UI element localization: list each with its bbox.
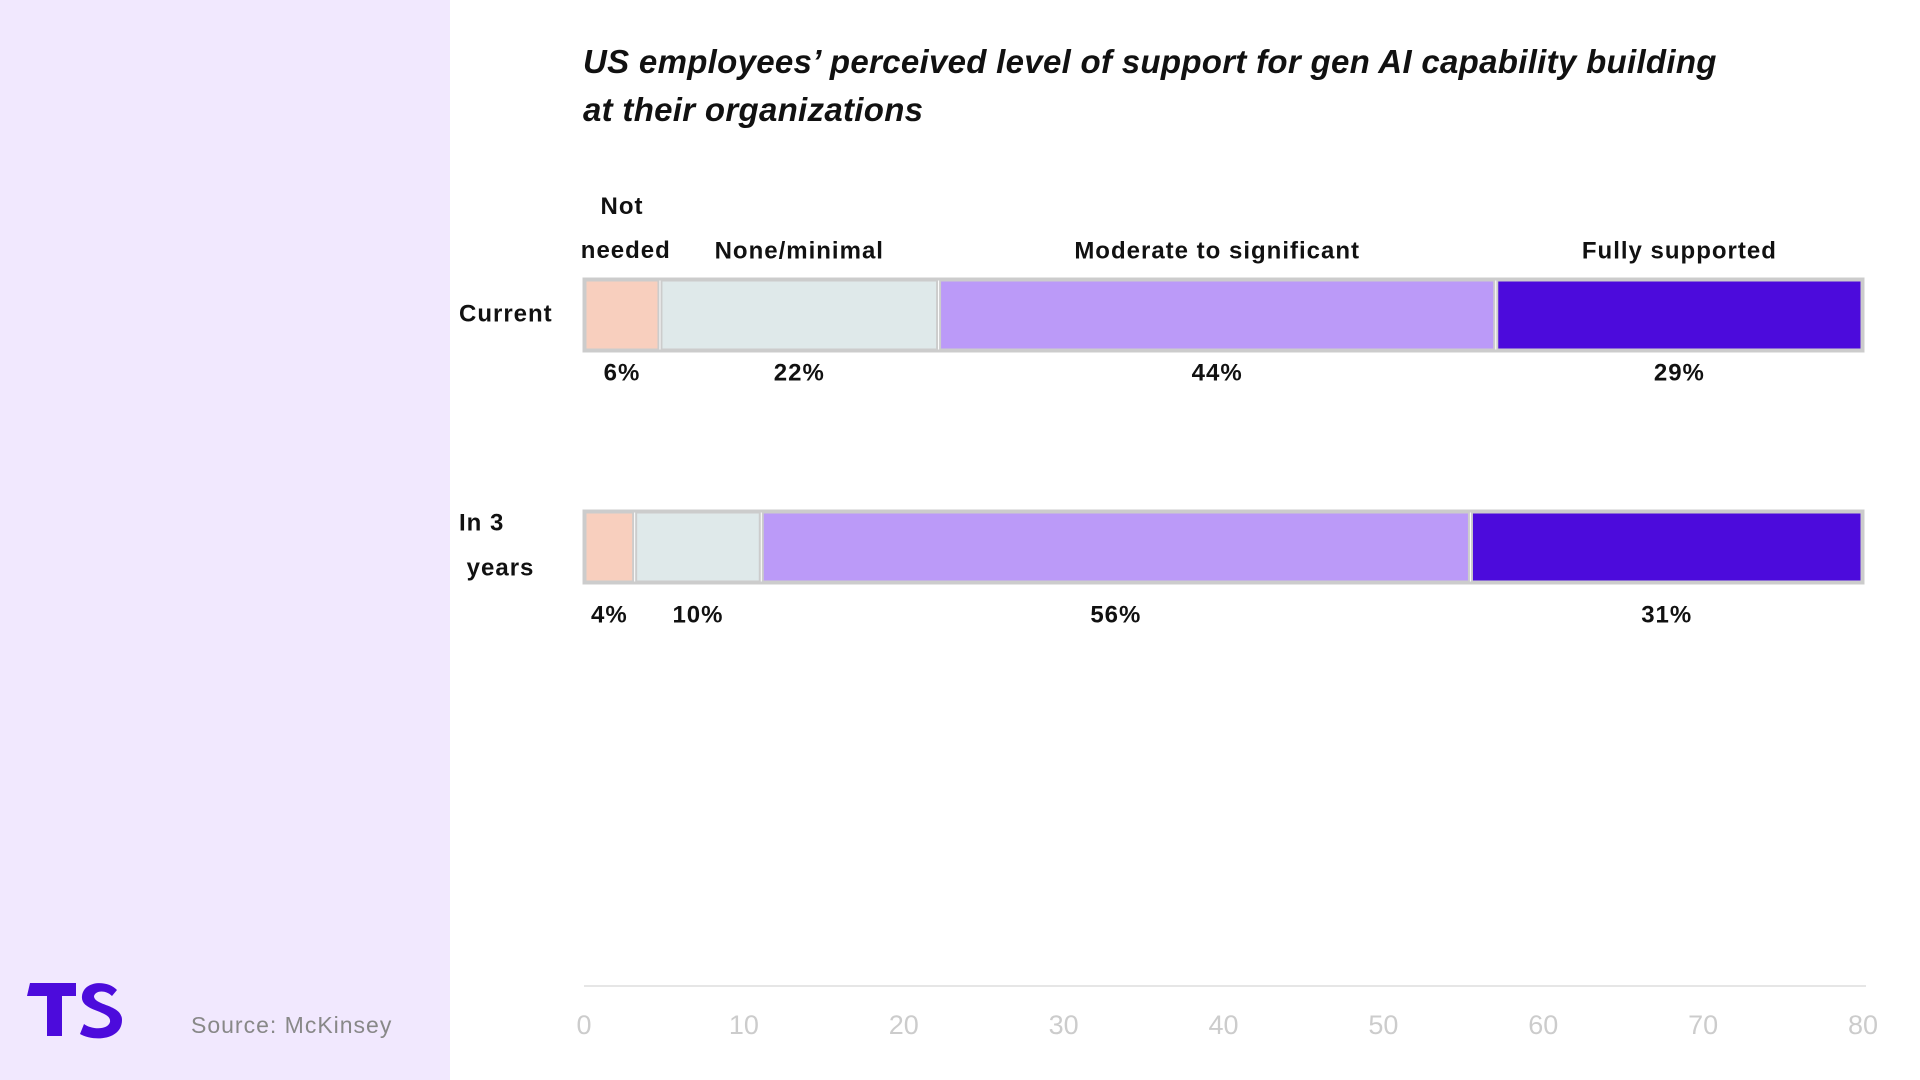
side-panel [0, 0, 450, 1080]
value-label: 4% [591, 601, 628, 628]
x-tick-label: 0 [576, 1010, 591, 1040]
bar-segment [635, 511, 761, 583]
bar-frame [582, 277, 1865, 353]
value-label: 56% [1090, 601, 1141, 628]
x-tick-label: 70 [1688, 1010, 1718, 1040]
value-label: 44% [1192, 359, 1243, 386]
logo [27, 983, 122, 1039]
value-label: 31% [1641, 601, 1692, 628]
bar-segment [1470, 511, 1863, 583]
x-tick-label: 40 [1208, 1010, 1238, 1040]
legend-label: Not needed [573, 193, 671, 264]
row-label: Current [459, 300, 553, 327]
bar-segment [939, 279, 1496, 351]
logo-s [80, 983, 122, 1039]
legend-label: Fully supported [1582, 237, 1777, 264]
logo-t [27, 983, 76, 1036]
bar-segment [584, 511, 635, 583]
bar-segment [584, 279, 660, 351]
source: Source: McKinsey [191, 1012, 392, 1038]
x-tick-label: 10 [729, 1010, 759, 1040]
value-label: 22% [774, 359, 825, 386]
x-tick-label: 20 [889, 1010, 919, 1040]
bar-frame [582, 509, 1865, 585]
bar-segment [761, 511, 1470, 583]
bar-segment [660, 279, 939, 351]
legend-label: Moderate to significant [1074, 237, 1360, 264]
x-tick-label: 80 [1848, 1010, 1878, 1040]
value-label: 29% [1654, 359, 1705, 386]
bar-segment [1496, 279, 1863, 351]
x-tick-label: 50 [1368, 1010, 1398, 1040]
x-tick-label: 30 [1049, 1010, 1079, 1040]
value-label: 10% [672, 601, 723, 628]
row-label: In 3 years [459, 510, 534, 582]
value-label: 6% [604, 359, 641, 386]
x-tick-label: 60 [1528, 1010, 1558, 1040]
legend-label: None/minimal [715, 237, 884, 264]
chart-title: US employees’ perceived level of support… [583, 43, 1717, 128]
